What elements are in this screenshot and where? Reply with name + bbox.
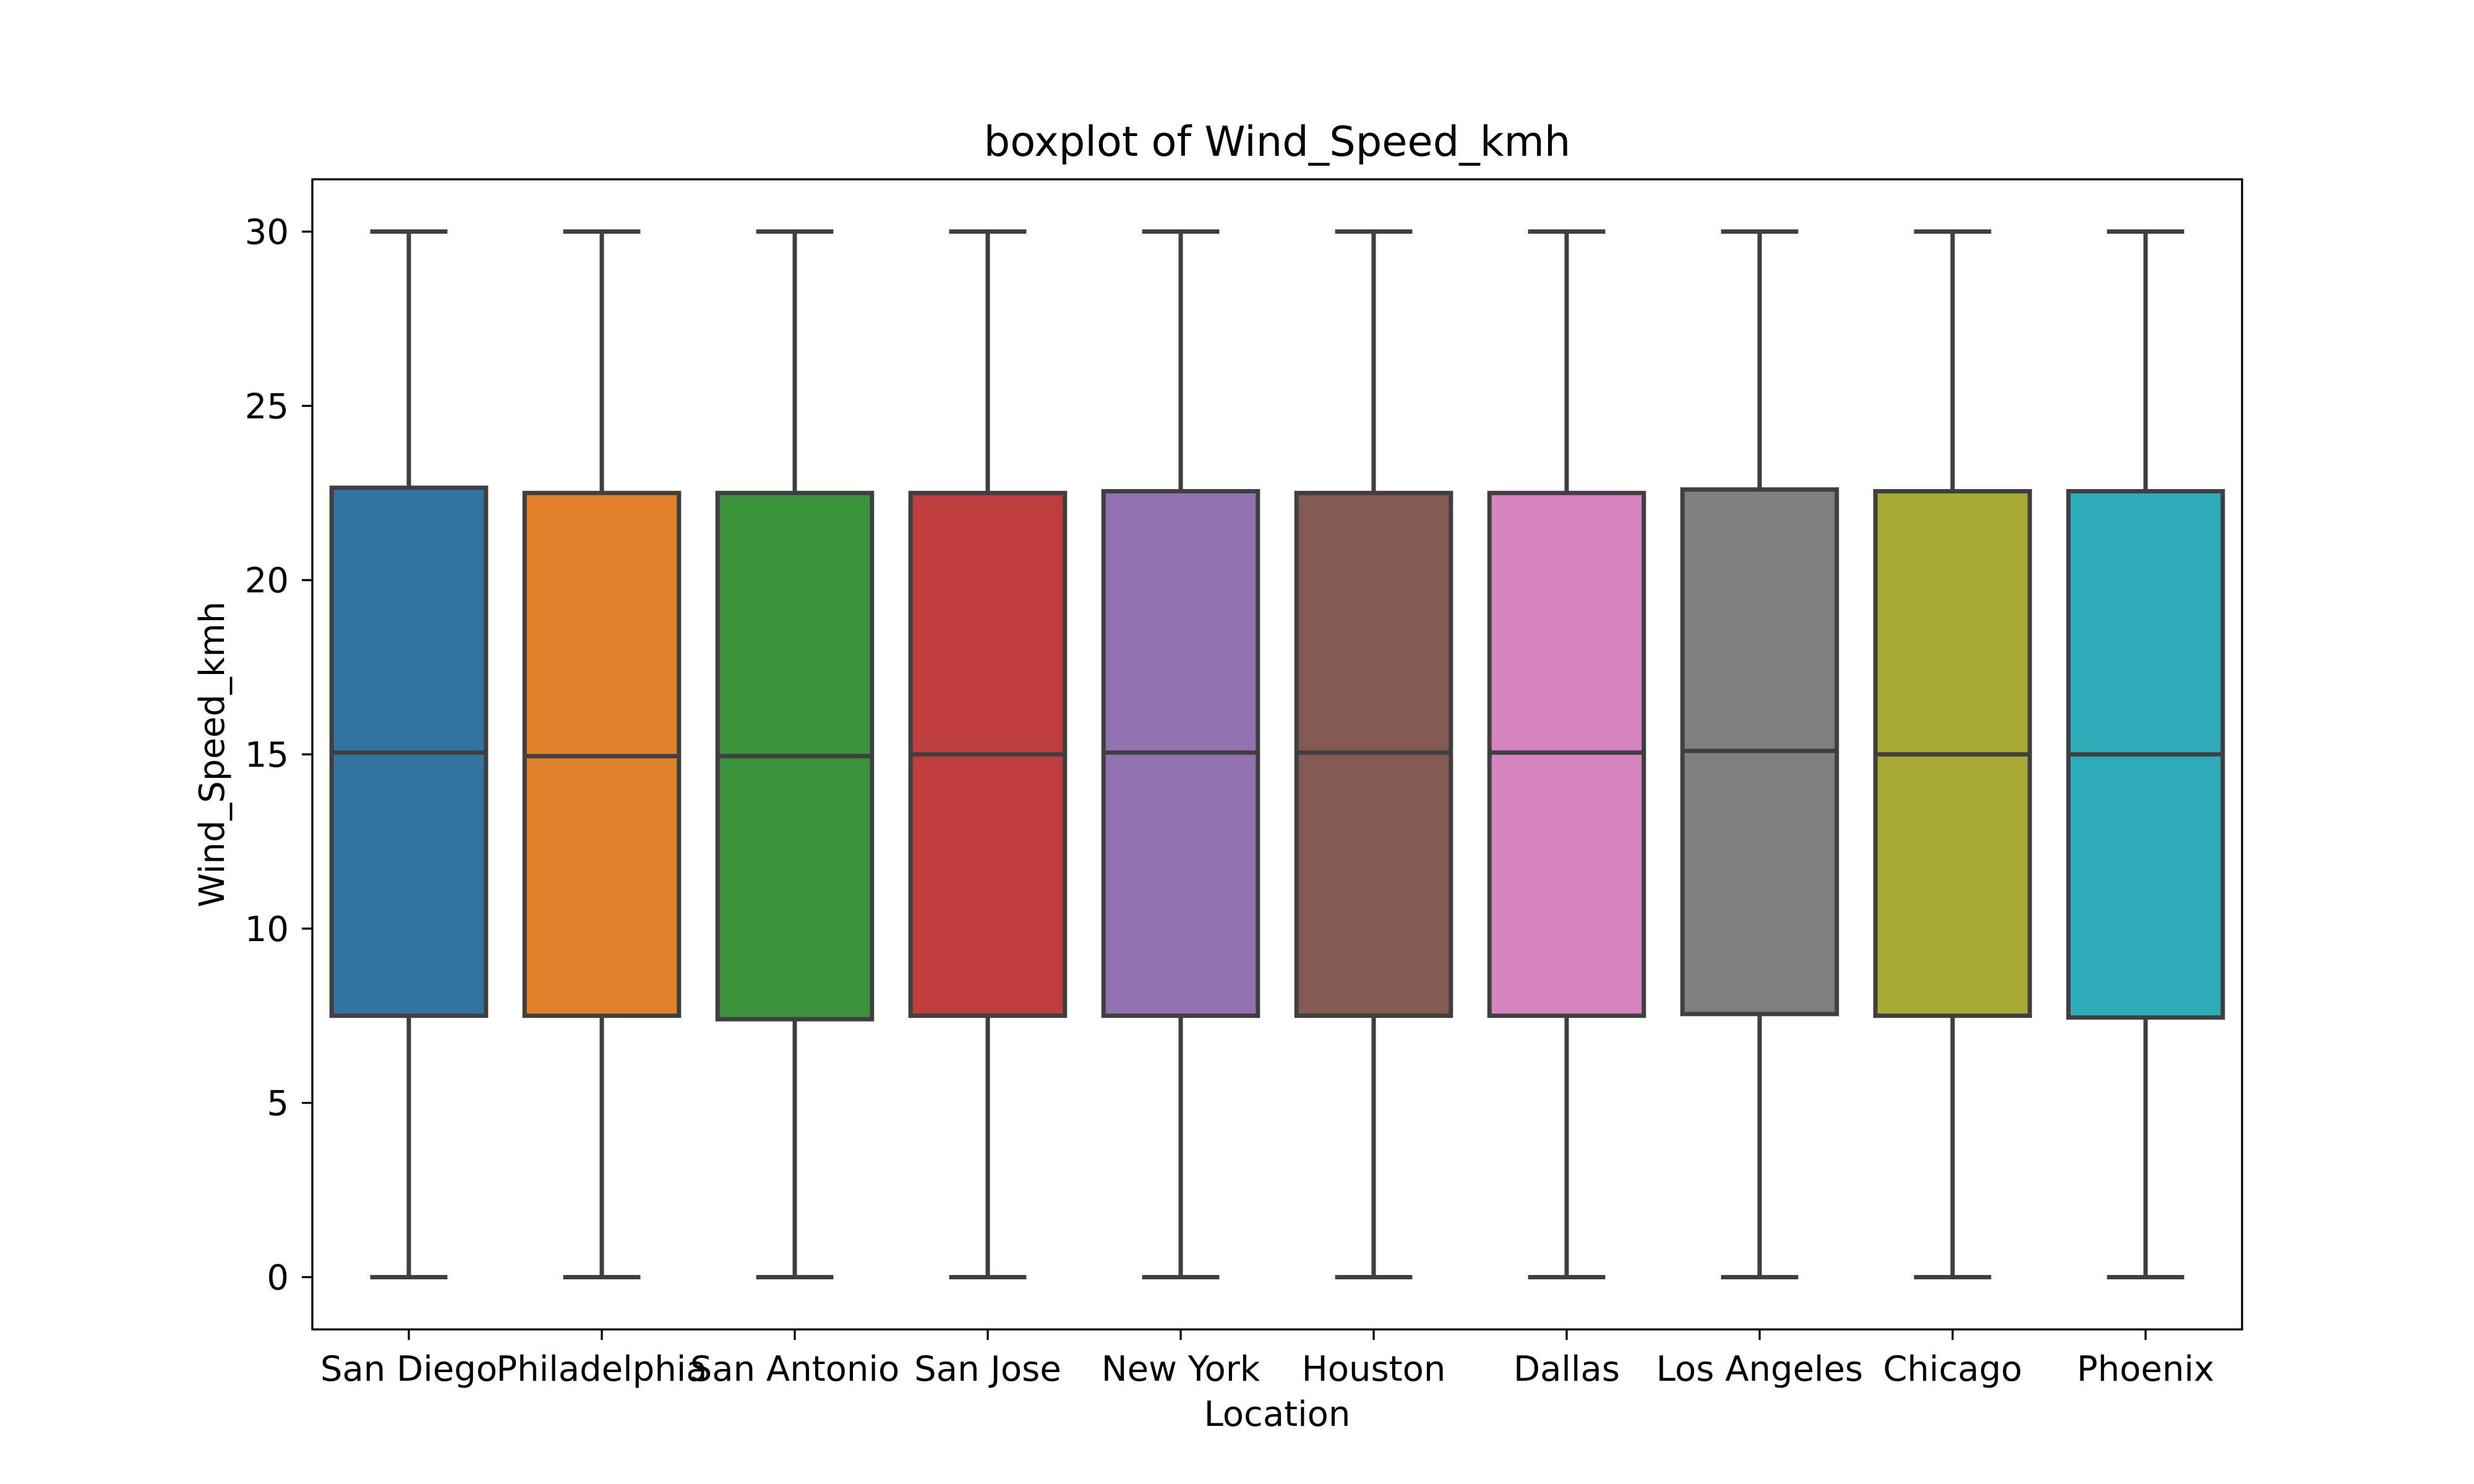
chart-title: boxplot of Wind_Speed_kmh xyxy=(984,117,1571,166)
x-tick-label-san-jose: San Jose xyxy=(914,1349,1061,1389)
x-tick-label-los-angeles: Los Angeles xyxy=(1656,1349,1863,1389)
y-tick-label: 15 xyxy=(245,735,289,775)
y-tick-label: 30 xyxy=(245,213,289,253)
x-tick-label-chicago: Chicago xyxy=(1883,1349,2022,1389)
x-tick-label-philadelphia: Philadelphia xyxy=(496,1349,707,1389)
y-tick-label: 10 xyxy=(245,910,289,950)
axes-frame xyxy=(311,178,2243,1331)
y-tick-label: 0 xyxy=(267,1258,289,1298)
y-tick-label: 25 xyxy=(245,386,289,427)
y-tick-label: 5 xyxy=(267,1084,289,1124)
x-tick-label-dallas: Dallas xyxy=(1513,1349,1620,1389)
x-tick-label-phoenix: Phoenix xyxy=(2077,1349,2214,1389)
x-tick-label-houston: Houston xyxy=(1302,1349,1446,1389)
x-tick-label-new-york: New York xyxy=(1102,1349,1261,1389)
y-axis-label: Wind_Speed_kmh xyxy=(192,602,233,908)
y-tick-label: 20 xyxy=(245,561,289,601)
x-tick-label-san-antonio: San Antonio xyxy=(690,1349,900,1389)
x-axis-label: Location xyxy=(1204,1394,1351,1435)
x-tick-label-san-diego: San Diego xyxy=(320,1349,497,1389)
